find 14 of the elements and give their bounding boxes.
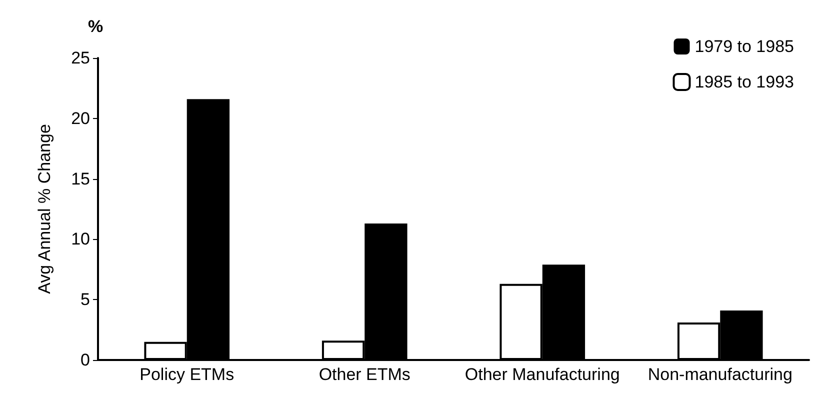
- y-tick-label: 0: [80, 350, 90, 370]
- legend-label: 1979 to 1985: [694, 37, 794, 56]
- text: %: [88, 17, 104, 36]
- y-tick-label: 5: [80, 290, 90, 310]
- x-tick-label: Non-manufacturing: [648, 365, 792, 384]
- y-tick-label: 20: [71, 108, 90, 128]
- y-tick-label: 10: [71, 230, 90, 249]
- legend-label: 1985 to 1993: [694, 72, 794, 92]
- x-tick-label: Other Manufacturing: [464, 365, 620, 384]
- y-axis-title: Avg Annual % Change: [35, 124, 54, 294]
- x-tick-label: Other ETMs: [318, 365, 410, 384]
- x-tick-label: Policy ETMs: [140, 365, 234, 384]
- y-tick-label: 15: [71, 169, 90, 188]
- y-tick-label: 25: [71, 48, 90, 68]
